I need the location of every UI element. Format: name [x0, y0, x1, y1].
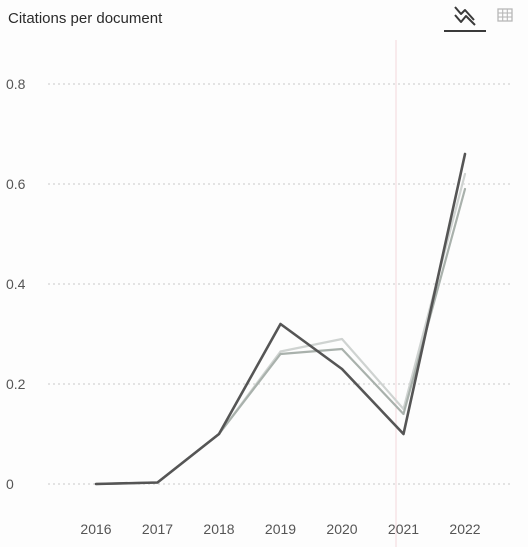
data-point — [464, 173, 466, 175]
y-tick-label: 0.8 — [6, 76, 26, 92]
series-line-1 — [94, 152, 467, 486]
data-point — [156, 481, 159, 484]
x-tick-label: 2019 — [265, 521, 296, 537]
data-point — [341, 368, 343, 370]
data-point — [218, 433, 220, 435]
data-point — [402, 413, 405, 415]
x-tick-label: 2020 — [326, 521, 357, 537]
data-point — [464, 153, 466, 155]
x-tick-label: 2021 — [388, 521, 419, 537]
data-point — [464, 188, 466, 190]
data-point — [279, 350, 282, 353]
x-tick-label: 2016 — [80, 521, 111, 537]
data-point — [341, 348, 343, 350]
y-tick-label: 0.4 — [6, 276, 26, 292]
data-point — [341, 338, 343, 340]
data-point — [279, 353, 282, 355]
y-tick-label: 0.6 — [6, 176, 26, 192]
table-grid-icon — [497, 8, 513, 22]
x-tick-label: 2018 — [203, 521, 234, 537]
chart-title: Citations per document — [8, 10, 163, 27]
data-point — [95, 483, 97, 485]
data-point — [279, 323, 282, 325]
y-tick-label: 0.2 — [6, 376, 26, 392]
y-tick-label: 0 — [6, 476, 14, 492]
line-chart-icon — [454, 6, 476, 26]
data-point — [402, 433, 405, 435]
table-view-toggle[interactable] — [492, 0, 518, 30]
x-tick-label: 2017 — [142, 521, 173, 537]
series-line-3 — [94, 172, 467, 486]
series-line-2 — [94, 187, 467, 486]
chart-view-toggle[interactable] — [444, 0, 486, 32]
x-tick-label: 2022 — [449, 521, 480, 537]
